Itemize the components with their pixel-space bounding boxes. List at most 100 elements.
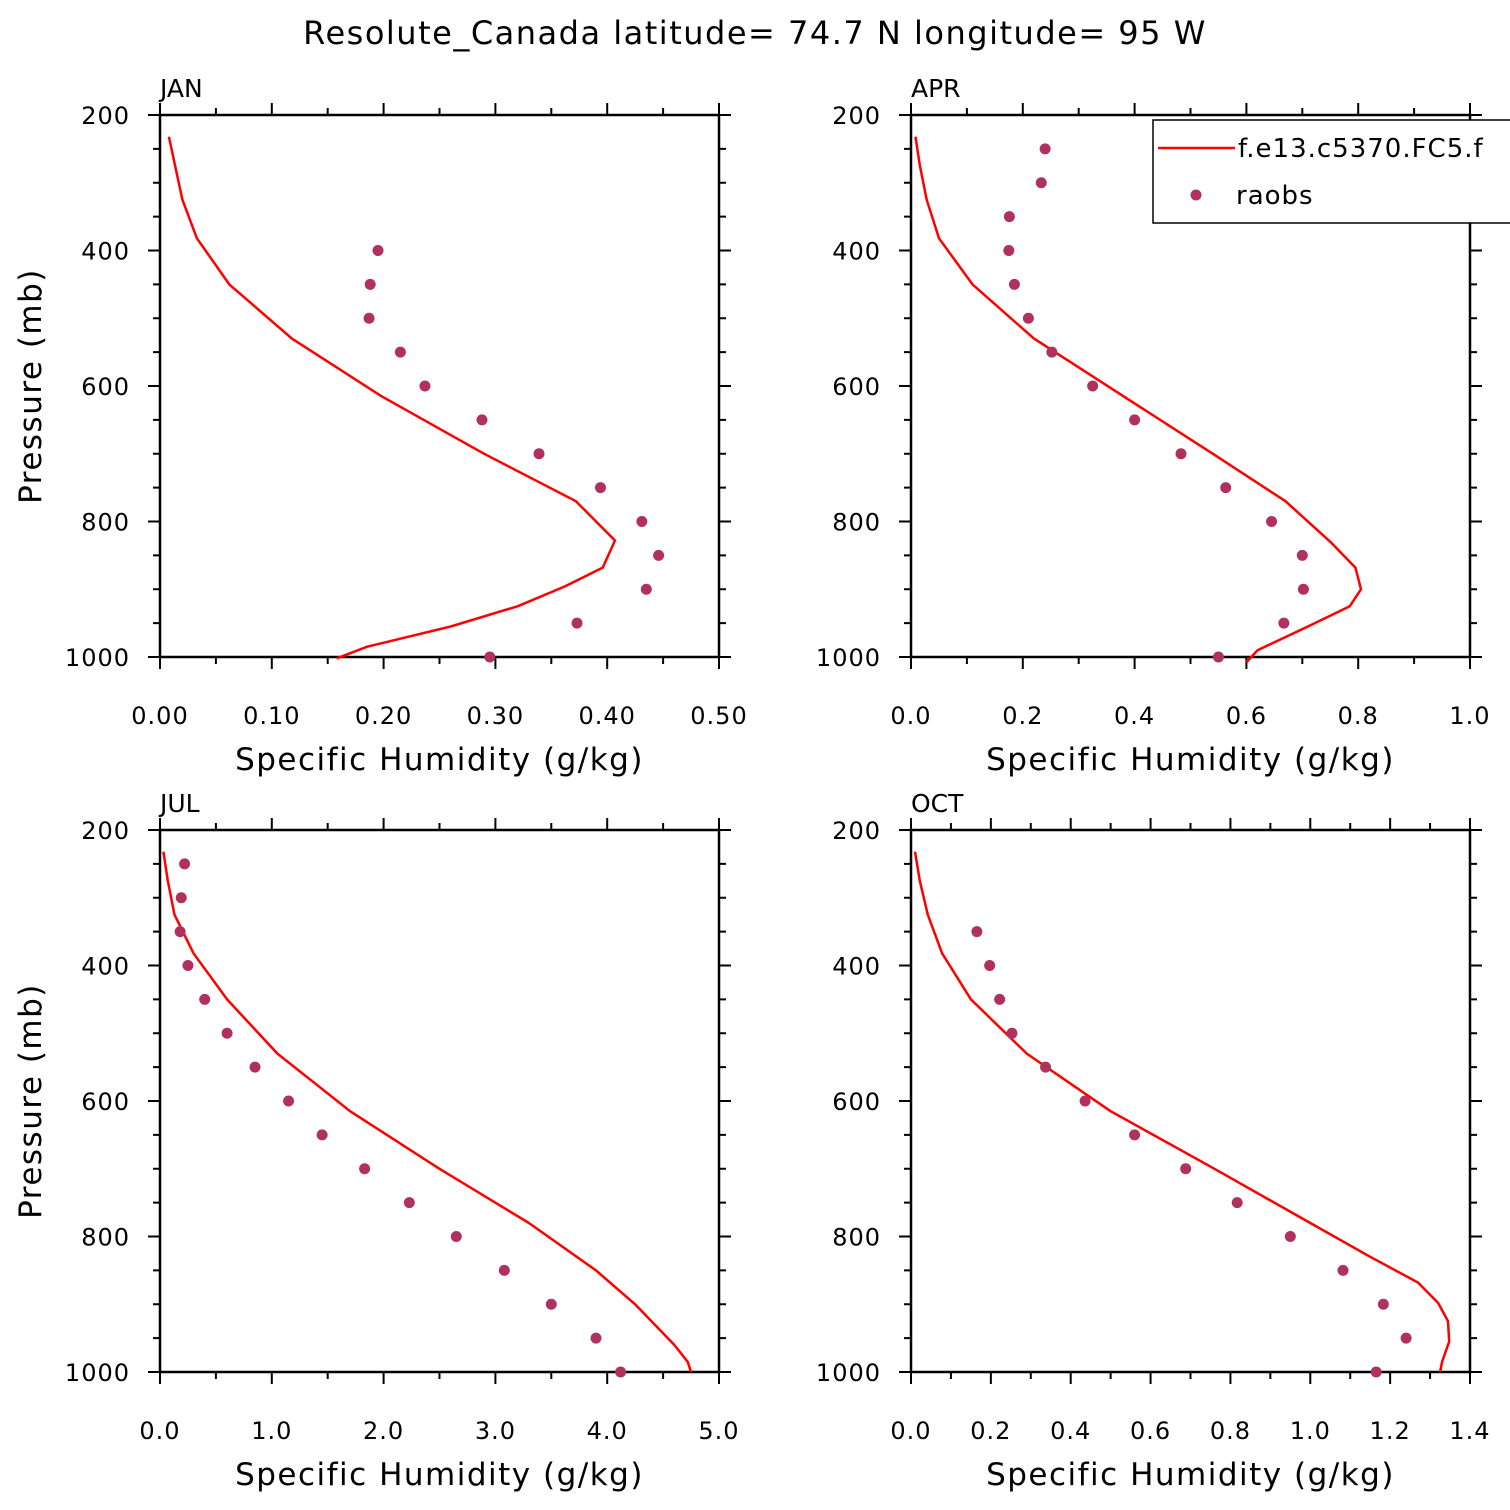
y-tick-label-apr: 200 xyxy=(832,102,881,130)
x-tick-label-jul: 2.0 xyxy=(363,1417,404,1445)
raobs-point-apr xyxy=(1046,346,1058,358)
raobs-point-oct xyxy=(1006,1027,1018,1039)
raobs-point-oct xyxy=(971,926,983,938)
raobs-point-apr xyxy=(1039,143,1051,155)
x-tick-label-jan: 0.10 xyxy=(243,702,300,730)
x-tick-label-apr: 0.2 xyxy=(1002,702,1043,730)
raobs-point-jul xyxy=(175,892,187,904)
raobs-point-apr xyxy=(1175,448,1187,460)
raobs-point-apr xyxy=(1022,312,1034,324)
y-tick-label-apr: 600 xyxy=(832,373,881,401)
raobs-point-jan xyxy=(419,380,431,392)
panel-label-jul: JUL xyxy=(158,789,200,818)
panel-jan: JAN 0.00 0.10 0.20 0.30 0.40 0.50 200 400 600 800 1… xyxy=(13,74,747,778)
y-tick-label-oct: 200 xyxy=(832,817,881,845)
raobs-point-jul xyxy=(450,1231,462,1242)
raobs-point-oct xyxy=(1040,1061,1052,1073)
y-tick-label-apr: 1000 xyxy=(816,644,881,672)
raobs-point-jul xyxy=(359,1163,371,1175)
x-tick-label-jul: 1.0 xyxy=(251,1417,292,1445)
raobs-point-oct xyxy=(1231,1197,1243,1209)
raobs-point-jan xyxy=(636,516,648,527)
raobs-point-apr xyxy=(1035,177,1047,189)
panel-label-jan: JAN xyxy=(158,74,203,103)
raobs-point-apr xyxy=(1296,549,1308,561)
raobs-point-oct xyxy=(1129,1129,1141,1141)
raobs-point-jul xyxy=(221,1027,233,1039)
raobs-point-jul xyxy=(179,858,191,870)
x-axis-label-jul: Specific Humidity (g/kg) xyxy=(235,1457,644,1493)
raobs-point-apr xyxy=(1008,278,1020,290)
raobs-point-apr xyxy=(1266,516,1278,527)
model-line-jul xyxy=(162,851,693,1373)
x-tick-label-oct: 0.2 xyxy=(970,1417,1011,1445)
raobs-point-oct xyxy=(1370,1366,1382,1378)
x-tick-label-oct: 0.8 xyxy=(1210,1417,1251,1445)
raobs-point-apr xyxy=(1297,583,1309,595)
raobs-point-oct xyxy=(1284,1231,1296,1242)
x-tick-label-oct: 0.0 xyxy=(890,1417,931,1445)
x-axis-label-apr: Specific Humidity (g/kg) xyxy=(986,742,1395,778)
model-line-apr xyxy=(914,136,1363,664)
x-tick-label-oct: 1.2 xyxy=(1370,1417,1411,1445)
x-tick-label-oct: 1.4 xyxy=(1449,1417,1490,1445)
x-tick-label-apr: 0.8 xyxy=(1338,702,1379,730)
x-tick-label-oct: 0.4 xyxy=(1050,1417,1091,1445)
raobs-point-apr xyxy=(1003,211,1015,223)
panels: JAN 0.00 0.10 0.20 0.30 0.40 0.50 200 400 600 800 1… xyxy=(13,74,1490,1493)
x-tick-label-apr: 0.0 xyxy=(890,702,931,730)
legend-obs-label: raobs xyxy=(1236,181,1314,211)
legend: f.e13.c5370.FC5.f raobs xyxy=(1152,119,1510,224)
y-tick-label-apr: 800 xyxy=(832,509,881,537)
x-tick-label-apr: 0.4 xyxy=(1114,702,1155,730)
x-tick-label-oct: 0.6 xyxy=(1130,1417,1171,1445)
panel-apr: APR 0.0 0.2 0.4 0.6 0.8 1.0 200 400 600 800 1000 Spe… xyxy=(816,74,1490,778)
raobs-point-jul xyxy=(545,1298,557,1310)
legend-model-label: f.e13.c5370.FC5.f xyxy=(1238,134,1484,164)
y-tick-label-oct: 600 xyxy=(832,1088,881,1116)
legend-obs-swatch xyxy=(1190,189,1202,201)
model-line-oct xyxy=(913,851,1451,1373)
y-tick-label-jan: 200 xyxy=(81,102,130,130)
x-tick-label-jan: 0.00 xyxy=(131,702,188,730)
plot-frame-oct xyxy=(909,828,1472,1374)
model-line-jan xyxy=(167,136,617,660)
legend-box xyxy=(1152,119,1510,224)
raobs-point-jul xyxy=(199,993,211,1005)
raobs-point-jul xyxy=(590,1332,602,1344)
raobs-point-oct xyxy=(1337,1264,1349,1276)
y-tick-label-oct: 400 xyxy=(832,953,881,981)
y-tick-label-oct: 800 xyxy=(832,1224,881,1252)
plot-frame-jul xyxy=(158,828,721,1374)
raobs-point-jan xyxy=(640,583,652,595)
raobs-point-jul xyxy=(403,1197,415,1209)
x-tick-label-jan: 0.20 xyxy=(355,702,412,730)
raobs-point-jul xyxy=(182,960,194,971)
raobs-point-jan xyxy=(484,651,496,663)
raobs-point-apr xyxy=(1003,245,1015,256)
raobs-point-jan xyxy=(533,448,545,460)
raobs-point-oct xyxy=(1180,1163,1192,1175)
raobs-point-jan xyxy=(363,312,375,324)
y-axis-label-jan: Pressure (mb) xyxy=(13,268,49,504)
y-tick-label-jul: 200 xyxy=(81,817,130,845)
x-tick-label-jul: 4.0 xyxy=(587,1417,628,1445)
y-tick-label-jan: 600 xyxy=(81,373,130,401)
x-tick-label-apr: 0.6 xyxy=(1226,702,1267,730)
raobs-point-oct xyxy=(994,993,1006,1005)
raobs-point-jul xyxy=(249,1061,261,1073)
raobs-point-jan xyxy=(394,346,406,358)
x-tick-label-jul: 3.0 xyxy=(475,1417,516,1445)
panel-label-apr: APR xyxy=(911,74,961,103)
raobs-point-jul xyxy=(174,926,186,938)
raobs-point-jul xyxy=(316,1129,328,1141)
y-tick-label-jan: 800 xyxy=(81,509,130,537)
raobs-point-jan xyxy=(653,549,665,561)
panel-jul: JUL 0.0 1.0 2.0 3.0 4.0 5.0 200 400 600 800 1000 Spe… xyxy=(13,789,739,1493)
raobs-point-apr xyxy=(1220,482,1232,494)
raobs-point-jul xyxy=(283,1095,295,1107)
x-tick-label-oct: 1.0 xyxy=(1290,1417,1331,1445)
x-tick-label-jan: 0.40 xyxy=(578,702,635,730)
raobs-point-jul xyxy=(615,1366,627,1378)
